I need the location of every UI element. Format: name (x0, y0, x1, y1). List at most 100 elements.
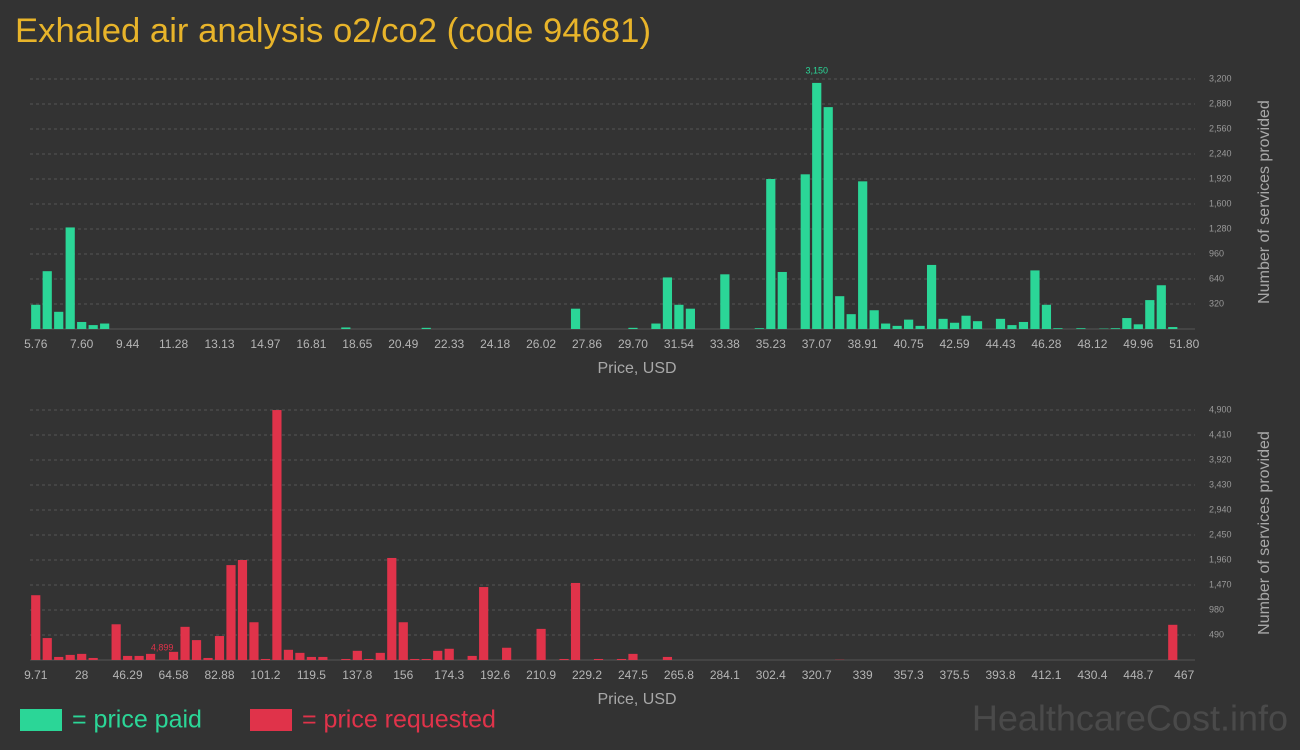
bar (226, 565, 236, 660)
x-tick-label: 320.7 (802, 668, 832, 682)
y-tick-label: 1,960 (1209, 554, 1232, 564)
x-tick-label: 174.3 (434, 668, 464, 682)
x-tick-label: 284.1 (710, 668, 740, 682)
x-tick-label: 156 (393, 668, 413, 682)
x-tick-label: 119.5 (297, 668, 326, 682)
bar (364, 658, 374, 660)
x-tick-label: 44.43 (985, 337, 1015, 351)
bar (1122, 318, 1132, 329)
bar (938, 318, 948, 329)
watermark: HealthcareCost.info (972, 698, 1288, 739)
bar (926, 264, 937, 329)
x-tick-label: 467 (1174, 668, 1194, 682)
bar (421, 658, 431, 660)
x-tick-label: 48.12 (1077, 337, 1107, 351)
x-tick-label: 101.2 (250, 668, 280, 682)
bar (341, 658, 351, 660)
y-tick-label: 490 (1209, 629, 1224, 639)
bar (1053, 328, 1063, 329)
bar (42, 271, 52, 329)
x-tick-label: 64.58 (159, 668, 189, 682)
bar (1145, 300, 1155, 329)
bar (318, 656, 328, 660)
bar (31, 595, 41, 660)
x-tick-label: 192.6 (480, 668, 510, 682)
y-tick-label: 1,280 (1209, 223, 1232, 233)
x-tick-label: 339 (853, 668, 873, 682)
bar (502, 647, 512, 660)
bar (237, 560, 248, 660)
bar (249, 622, 259, 660)
bar (467, 655, 477, 660)
bar (1018, 321, 1029, 329)
page-title: Exhaled air analysis o2/co2 (code 94681) (15, 12, 651, 50)
x-axis-title: Price, USD (597, 691, 676, 708)
bar (295, 652, 305, 660)
bar (995, 318, 1006, 329)
bar (1133, 324, 1143, 329)
x-tick-label: 14.97 (250, 337, 280, 351)
x-tick-label: 11.28 (159, 337, 188, 351)
bar (88, 325, 98, 329)
x-tick-label: 9.71 (24, 668, 48, 682)
bar (915, 325, 925, 329)
x-tick-label: 247.5 (618, 668, 648, 682)
x-tick-label: 24.18 (480, 337, 510, 351)
bar (306, 656, 316, 660)
bar (628, 327, 638, 329)
bar (180, 626, 190, 660)
bar (961, 315, 971, 329)
y-tick-label: 2,240 (1209, 148, 1232, 158)
bar (777, 271, 787, 329)
bar (421, 327, 431, 329)
bar (972, 321, 983, 329)
x-tick-label: 35.23 (756, 337, 786, 351)
bar (1156, 285, 1166, 329)
bar (1007, 325, 1017, 329)
x-tick-label: 137.8 (342, 668, 372, 682)
bar (146, 653, 156, 660)
legend-swatch (250, 709, 292, 731)
bar (720, 274, 730, 329)
y-tick-label: 640 (1209, 273, 1224, 283)
bar (1168, 624, 1178, 660)
value-label: 4,899 (151, 642, 174, 652)
bar (766, 179, 776, 329)
bar (398, 622, 408, 660)
x-tick-label: 40.75 (894, 337, 924, 351)
bar (191, 640, 202, 660)
bar (123, 655, 133, 660)
bar (616, 658, 627, 660)
x-tick-label: 26.02 (526, 337, 556, 351)
bar (1041, 304, 1052, 329)
bar (823, 107, 833, 329)
bar (858, 181, 868, 329)
y-tick-label: 4,410 (1209, 429, 1232, 439)
x-tick-label: 28 (75, 668, 89, 682)
x-tick-label: 448.7 (1123, 668, 1153, 682)
bar (100, 323, 110, 329)
y-axis-title: Number of services provided (1256, 431, 1273, 635)
y-tick-label: 2,880 (1209, 98, 1232, 108)
x-tick-label: 430.4 (1077, 668, 1107, 682)
bar (77, 653, 87, 660)
legend-label: = price paid (72, 706, 202, 734)
x-tick-label: 210.9 (526, 668, 556, 682)
x-tick-label: 9.44 (116, 337, 140, 351)
x-tick-label: 393.8 (985, 668, 1015, 682)
bar (260, 658, 271, 660)
x-tick-label: 302.4 (756, 668, 786, 682)
x-tick-label: 22.33 (434, 337, 464, 351)
y-axis-title: Number of services provided (1256, 100, 1273, 304)
bar (433, 650, 443, 660)
y-tick-label: 320 (1209, 298, 1224, 308)
x-tick-label: 46.29 (113, 668, 143, 682)
bar (272, 410, 282, 660)
bar (31, 304, 41, 329)
bar (283, 649, 294, 660)
bar (42, 638, 52, 660)
x-tick-label: 16.81 (296, 337, 326, 351)
x-tick-label: 27.86 (572, 337, 602, 351)
y-tick-label: 2,940 (1209, 504, 1232, 514)
